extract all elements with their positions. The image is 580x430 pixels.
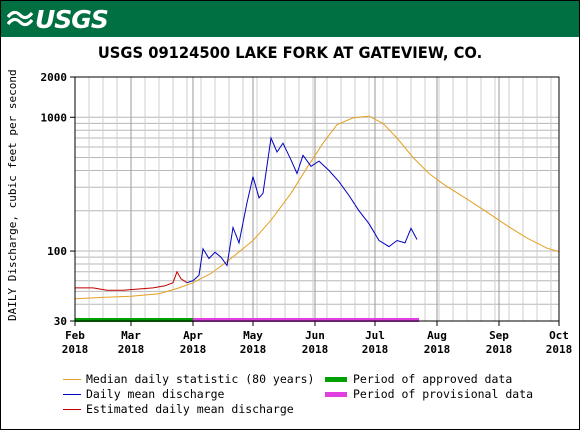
x-tick-month: May bbox=[243, 329, 263, 342]
x-tick-year: 2018 bbox=[62, 343, 89, 356]
x-tick-year: 2018 bbox=[546, 343, 573, 356]
period-layer bbox=[75, 318, 419, 322]
legend-label-approved: Period of approved data bbox=[353, 372, 513, 386]
series-line-0 bbox=[74, 115, 560, 300]
x-tick-month: Oct bbox=[549, 329, 569, 342]
x-tick-year: 2018 bbox=[240, 343, 267, 356]
usgs-logo: USGS bbox=[7, 4, 109, 34]
legend-swatch-estimated bbox=[63, 409, 81, 410]
x-tick-month: Jun bbox=[305, 329, 325, 342]
chart-title: USGS 09124500 LAKE FORK AT GATEVIEW, CO. bbox=[97, 43, 483, 62]
legend-label-daily: Daily mean discharge bbox=[86, 387, 225, 401]
x-tick-year: 2018 bbox=[118, 343, 145, 356]
x-tick-year: 2018 bbox=[486, 343, 513, 356]
hydrograph-plot: 2000100010030Feb2018Mar2018Apr2018May201… bbox=[41, 71, 573, 356]
axis-layer: 2000100010030Feb2018Mar2018Apr2018May201… bbox=[41, 71, 573, 356]
x-tick-month: Apr bbox=[183, 329, 203, 342]
legend-swatch-provisional bbox=[325, 392, 347, 397]
x-tick-year: 2018 bbox=[424, 343, 451, 356]
x-tick-month: Jul bbox=[365, 329, 385, 342]
x-tick-year: 2018 bbox=[362, 343, 389, 356]
series-layer bbox=[74, 115, 560, 300]
series-line-2 bbox=[75, 270, 188, 291]
y-tick-label: 100 bbox=[47, 245, 67, 258]
y-tick-label: 30 bbox=[54, 315, 67, 328]
x-tick-month: Aug bbox=[427, 329, 447, 342]
period-bar-0 bbox=[75, 318, 193, 322]
x-tick-month: Sep bbox=[489, 329, 509, 342]
plot-grid bbox=[74, 76, 560, 321]
y-tick-label: 1000 bbox=[41, 111, 68, 124]
legend-swatch-median bbox=[63, 379, 81, 380]
legend-label-median: Median daily statistic (80 years) bbox=[86, 372, 315, 386]
period-bar-1 bbox=[193, 318, 419, 322]
series-line-1 bbox=[186, 136, 418, 284]
usgs-wave-icon bbox=[7, 10, 33, 27]
usgs-banner: USGS bbox=[1, 1, 579, 37]
y-tick-label: 2000 bbox=[41, 71, 68, 84]
legend-swatch-daily bbox=[63, 394, 81, 395]
x-tick-year: 2018 bbox=[302, 343, 329, 356]
x-tick-year: 2018 bbox=[180, 343, 207, 356]
legend-label-provisional: Period of provisional data bbox=[353, 387, 534, 401]
legend-swatch-approved bbox=[325, 377, 347, 382]
plot-frame bbox=[74, 76, 560, 322]
x-tick-month: Feb bbox=[65, 329, 85, 342]
legend-label-estimated: Estimated daily mean discharge bbox=[86, 402, 294, 416]
usgs-logo-text: USGS bbox=[35, 4, 109, 34]
x-tick-month: Mar bbox=[121, 329, 141, 342]
